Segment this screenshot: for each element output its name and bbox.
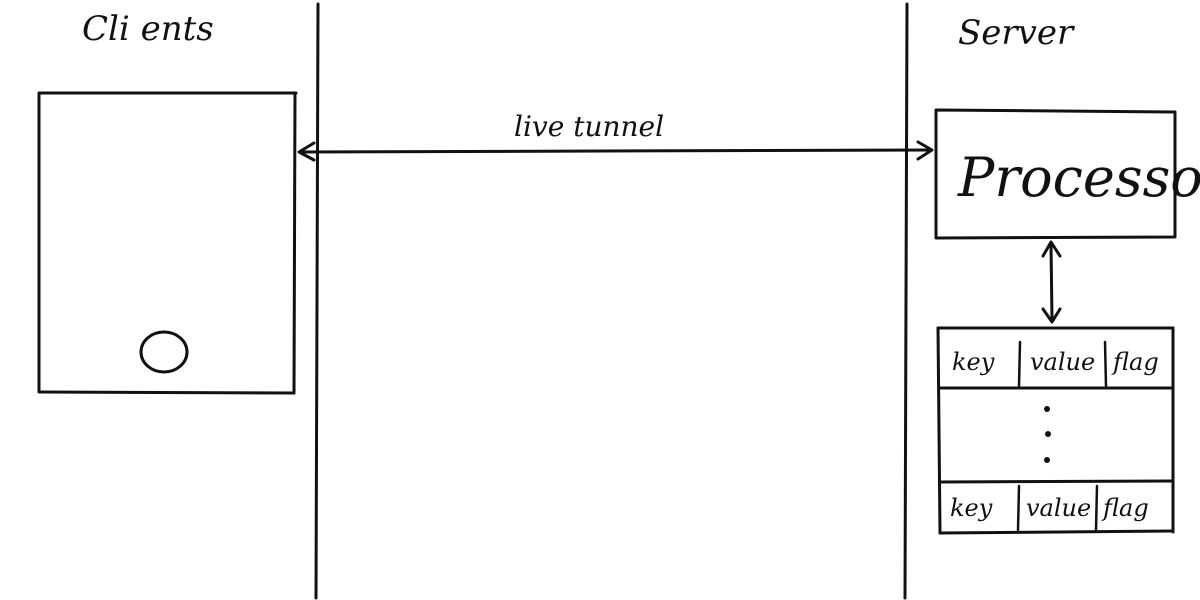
processor-box [934,108,1177,240]
table-ellipsis [1044,406,1051,463]
table-footer-key: key [950,494,993,522]
live-tunnel-arrow [297,140,934,162]
table-header-key: key [952,348,995,376]
table-footer-value: value [1026,494,1091,522]
table-header-value: value [1030,348,1095,376]
client-device [37,91,298,395]
home-button-icon [139,330,189,374]
tunnel-label: live tunnel [514,110,664,143]
server-zone-label: Server [958,13,1075,53]
table-header-flag: flag [1111,348,1159,376]
client-zone-label: Cli ents [82,9,214,49]
left-divider-line [314,2,320,600]
table-footer-flag: flag [1101,494,1149,522]
key-value-table [936,326,1175,535]
ellipsis-glyph: ⋮ [1120,443,1121,445]
processor-label: Processor [957,146,1200,209]
processor-table-arrow [1041,240,1062,324]
right-divider-line [903,2,909,600]
